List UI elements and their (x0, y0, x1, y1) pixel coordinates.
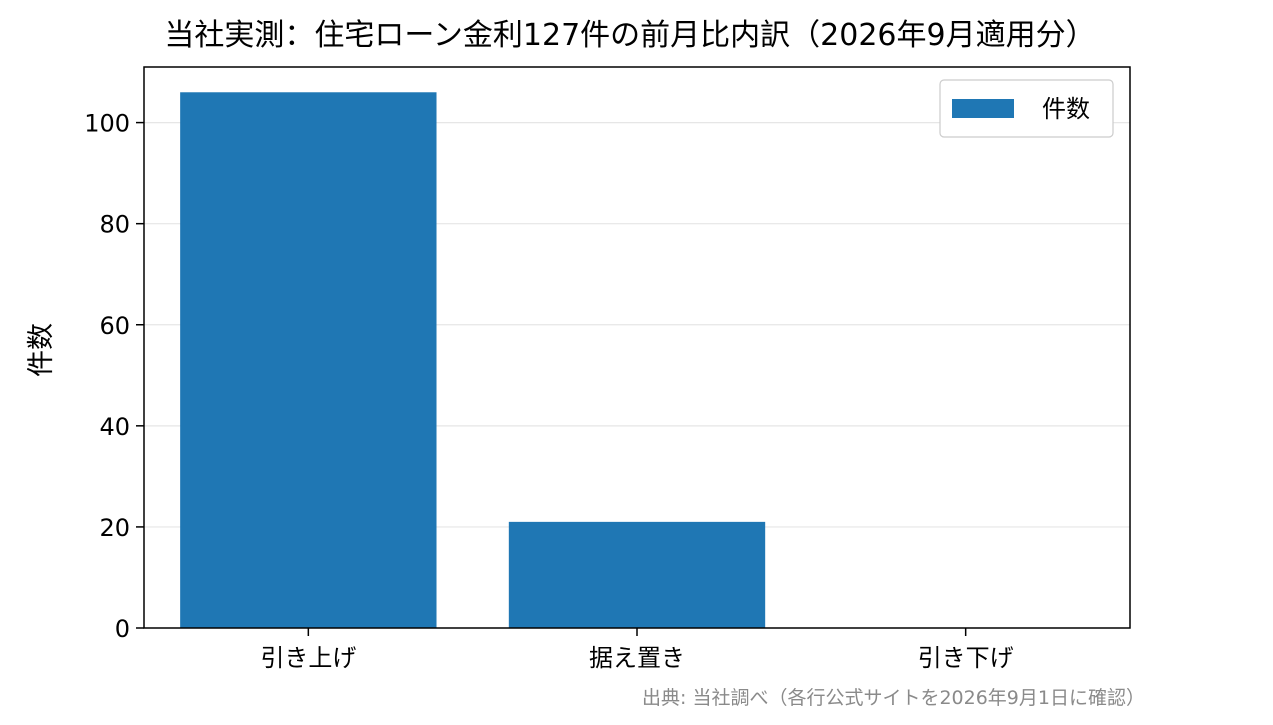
y-tick-label-60: 60 (99, 312, 130, 340)
bar-1 (180, 92, 437, 629)
y-tick-label-100: 100 (84, 110, 130, 138)
x-tick-label-3: 引き下げ (918, 644, 1014, 672)
x-tick-label-1: 引き上げ (260, 644, 356, 672)
y-tick-label-80: 80 (99, 211, 130, 239)
y-axis-label: 件数 (26, 323, 57, 377)
y-tick-label-0: 0 (115, 615, 130, 643)
x-tick-label-2: 据え置き (589, 644, 685, 672)
bar-2 (508, 521, 766, 628)
legend: 件数 (939, 79, 1114, 138)
x-axis-ticks: 引き上げ 据え置き 引き下げ (260, 628, 1014, 672)
legend-swatch (952, 99, 1014, 118)
y-tick-label-20: 20 (99, 514, 130, 542)
y-tick-label-40: 40 (99, 413, 130, 441)
legend-box (939, 79, 1114, 138)
chart-title: 当社実測：住宅ローン金利127件の前月比内訳（2026年9月適用分） (164, 18, 1095, 53)
bars (180, 92, 766, 629)
y-axis-ticks: 0 20 40 60 80 100 (84, 110, 144, 643)
legend-label-count: 件数 (1042, 95, 1090, 123)
source-note: 出典: 当社調べ（各行公式サイトを2026年9月1日に確認） (642, 687, 1145, 709)
